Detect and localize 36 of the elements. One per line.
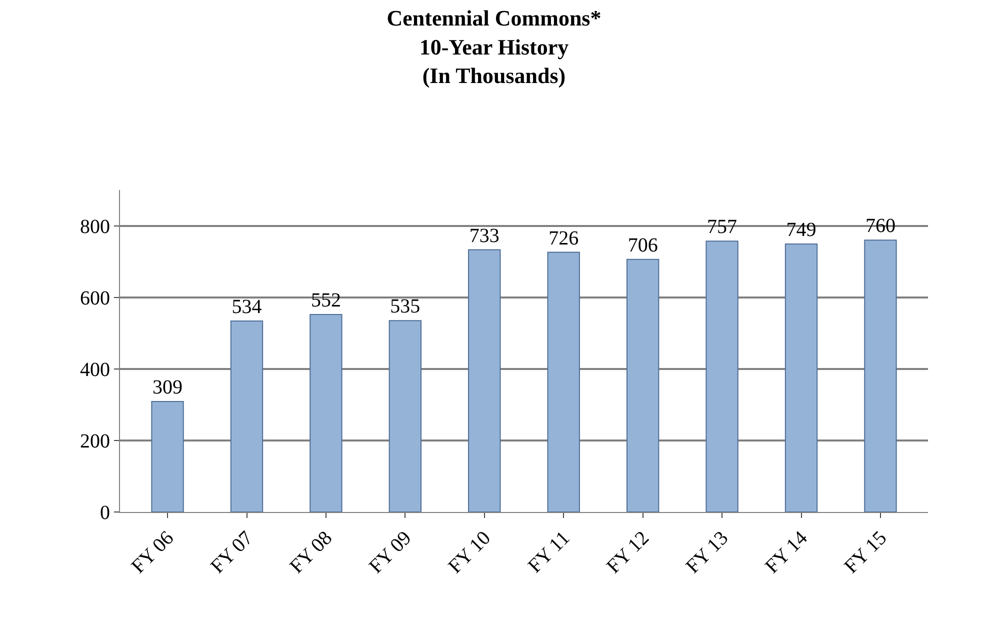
- y-tick-label: 0: [100, 502, 110, 524]
- x-tick-label: FY 10: [444, 527, 495, 578]
- data-label: 534: [232, 296, 262, 318]
- x-tick-label: FY 15: [840, 527, 892, 578]
- y-tick-label: 200: [80, 430, 110, 452]
- bar: [151, 400, 184, 512]
- bar: [547, 252, 580, 512]
- bar: [626, 258, 660, 512]
- data-label: 535: [390, 296, 420, 318]
- bar: [468, 249, 501, 512]
- data-label: 706: [628, 234, 658, 256]
- x-tick-label: FY 11: [524, 527, 574, 578]
- data-label: 733: [469, 224, 500, 247]
- bar: [864, 240, 897, 512]
- chart-title: Centennial Commons* 10-Year History (In Thousands): [386, 6, 602, 88]
- data-label: 552: [310, 290, 341, 312]
- data-label: 760: [865, 215, 896, 238]
- x-tick-label: FY 08: [286, 527, 337, 578]
- y-tick-label: 800: [80, 216, 110, 238]
- x-tick-label: FY 09: [364, 527, 416, 578]
- data-label: 757: [707, 216, 738, 238]
- bar: [784, 244, 818, 512]
- bar: [388, 320, 422, 512]
- x-tick-label: FY 06: [127, 527, 178, 578]
- y-tick-label: 600: [80, 287, 110, 310]
- x-tick-label: FY 14: [761, 527, 812, 578]
- data-label: 749: [786, 219, 816, 242]
- bar: [230, 320, 264, 512]
- bar: [310, 314, 342, 512]
- data-label: 309: [152, 376, 183, 398]
- x-tick-label: FY 12: [602, 527, 654, 578]
- bar: [706, 240, 738, 512]
- x-tick-label: FY 13: [682, 527, 733, 578]
- data-label: 726: [548, 227, 579, 250]
- x-tick-label: FY 07: [206, 527, 258, 578]
- y-tick-label: 400: [80, 358, 110, 381]
